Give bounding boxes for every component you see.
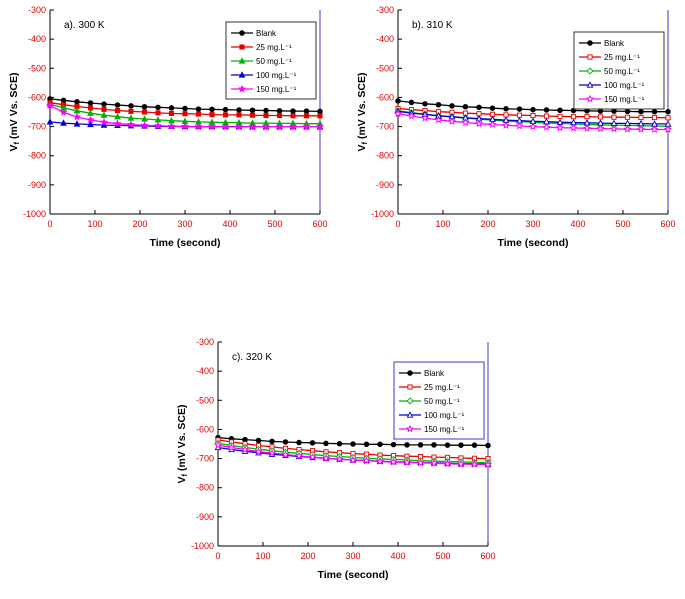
y-tick-label: -1000 xyxy=(371,209,394,219)
x-tick-label: 200 xyxy=(480,219,495,229)
y-tick-label: -1000 xyxy=(23,209,46,219)
x-axis-title: Time (second) xyxy=(498,237,569,249)
x-tick-label: 400 xyxy=(390,551,405,561)
y-tick-label: -900 xyxy=(376,180,394,190)
y-tick-label: -800 xyxy=(196,483,214,493)
x-tick-label: 600 xyxy=(480,551,495,561)
x-tick-label: 400 xyxy=(570,219,585,229)
x-tick-label: 100 xyxy=(255,551,270,561)
panel-label: b). 310 K xyxy=(412,20,453,31)
y-tick-label: -800 xyxy=(28,151,46,161)
chart-panel-c: -300 -400 -500 -600 -700 -800 -900 -1000 0 100 200… xyxy=(172,334,502,590)
y-axis-title: Vf (mV Vs. SCE) xyxy=(356,73,369,152)
y-tick-label: -700 xyxy=(376,122,394,132)
x-tick-label: 0 xyxy=(47,219,52,229)
y-axis-title: Vf (mV Vs. SCE) xyxy=(8,73,21,152)
y-tick-label: -500 xyxy=(28,63,46,73)
y-tick-label: -600 xyxy=(376,92,394,102)
x-tick-label: 600 xyxy=(312,219,327,229)
legend-label: 150 mg.L⁻¹ xyxy=(256,85,297,94)
x-tick-label: 300 xyxy=(525,219,540,229)
y-tick-label: -300 xyxy=(376,5,394,15)
x-tick-label: 100 xyxy=(435,219,450,229)
legend-label: 50 mg.L⁻¹ xyxy=(424,397,460,406)
y-tick-label: -300 xyxy=(196,337,214,347)
panel-label: a). 300 K xyxy=(64,20,105,31)
x-tick-label: 500 xyxy=(435,551,450,561)
y-tick-label: -400 xyxy=(28,34,46,44)
legend-label: 50 mg.L⁻¹ xyxy=(256,57,292,66)
chart-panel-b: -300 -400 -500 -600 -700 -800 -900 -1000 0 100 200… xyxy=(352,2,682,258)
legend-label: 25 mg.L⁻¹ xyxy=(424,383,460,392)
legend-label: 150 mg.L⁻¹ xyxy=(424,425,465,434)
x-tick-label: 0 xyxy=(395,219,400,229)
y-axis-title: Vf (mV Vs. SCE) xyxy=(176,405,189,484)
y-tick-label: -900 xyxy=(196,512,214,522)
y-tick-label: -300 xyxy=(28,5,46,15)
legend-label: 25 mg.L⁻¹ xyxy=(604,53,640,62)
y-tick-label: -500 xyxy=(196,395,214,405)
y-tick-label: -400 xyxy=(196,366,214,376)
legend-label: 100 mg.L⁻¹ xyxy=(424,411,465,420)
x-tick-label: 300 xyxy=(177,219,192,229)
y-tick-label: -1000 xyxy=(191,541,214,551)
x-axis-title: Time (second) xyxy=(150,237,221,249)
x-tick-label: 100 xyxy=(87,219,102,229)
y-tick-label: -500 xyxy=(376,63,394,73)
x-axis-title: Time (second) xyxy=(318,569,389,581)
chart-panel-a: -300 -400 -500 -600 -700 -800 -900 -1000 0 100 200… xyxy=(4,2,334,258)
legend-label: 150 mg.L⁻¹ xyxy=(604,95,645,104)
y-tick-label: -600 xyxy=(28,92,46,102)
legend-label: Blank xyxy=(256,29,277,38)
y-tick-label: -700 xyxy=(28,122,46,132)
x-tick-label: 500 xyxy=(615,219,630,229)
legend-label: Blank xyxy=(604,39,625,48)
x-tick-label: 200 xyxy=(132,219,147,229)
x-tick-label: 200 xyxy=(300,551,315,561)
x-tick-label: 300 xyxy=(345,551,360,561)
y-tick-label: -900 xyxy=(28,180,46,190)
legend-label: 100 mg.L⁻¹ xyxy=(256,71,297,80)
x-tick-label: 500 xyxy=(267,219,282,229)
legend-label: Blank xyxy=(424,369,445,378)
legend-label: 100 mg.L⁻¹ xyxy=(604,81,645,90)
x-tick-label: 400 xyxy=(222,219,237,229)
panel-label: c). 320 K xyxy=(232,352,272,363)
x-tick-label: 600 xyxy=(660,219,675,229)
legend-label: 50 mg.L⁻¹ xyxy=(604,67,640,76)
y-tick-label: -800 xyxy=(376,151,394,161)
x-tick-label: 0 xyxy=(215,551,220,561)
y-tick-label: -400 xyxy=(376,34,394,44)
legend-label: 25 mg.L⁻¹ xyxy=(256,43,292,52)
y-tick-label: -700 xyxy=(196,454,214,464)
y-tick-label: -600 xyxy=(196,424,214,434)
